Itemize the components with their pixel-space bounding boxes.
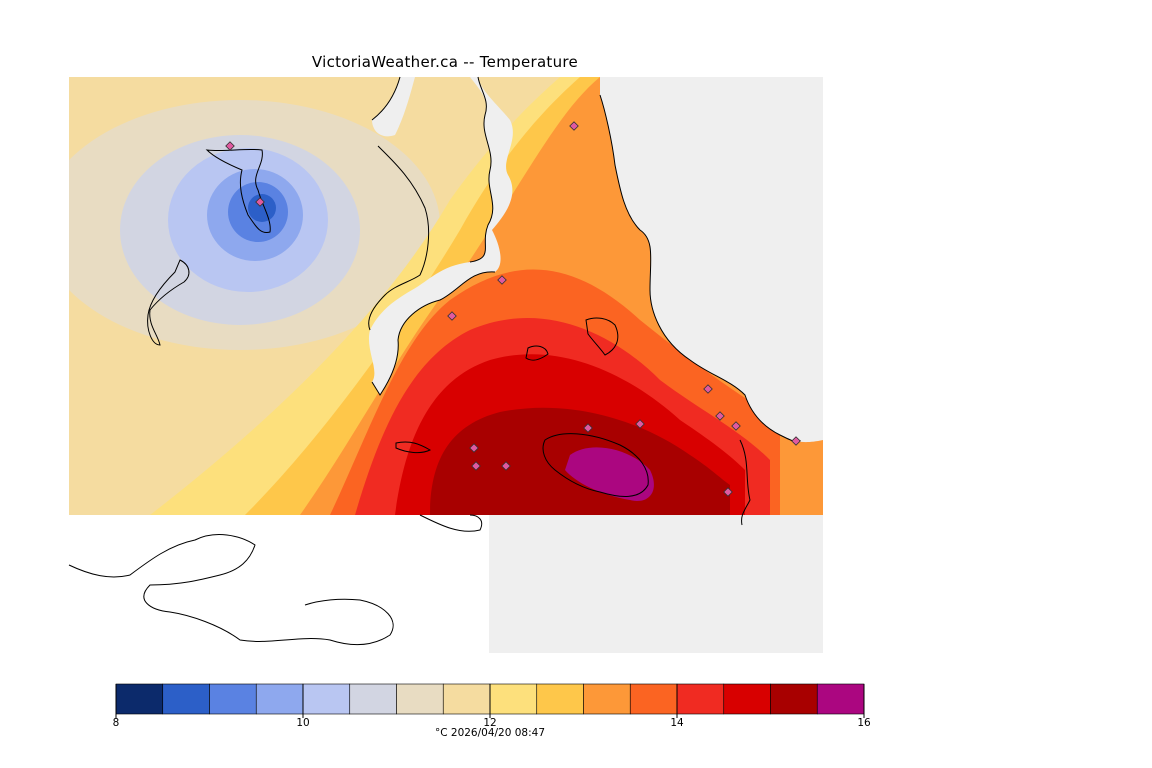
- legend-swatch-14: [770, 683, 818, 715]
- legend-swatch-10: [583, 683, 631, 715]
- legend-swatch-13: [723, 683, 771, 715]
- station-15-marker[interactable]: [501, 461, 511, 471]
- legend-swatch-5: [349, 683, 397, 715]
- east-coast-line-upper: [469, 76, 494, 263]
- no-data-area: [69, 515, 489, 653]
- legend-swatch-2: [209, 683, 257, 715]
- contour-15-5: [565, 447, 654, 501]
- station-6-marker[interactable]: [703, 384, 713, 394]
- station-13-marker[interactable]: [791, 436, 801, 446]
- legend-swatch-8: [489, 683, 538, 715]
- station-12-marker[interactable]: [471, 461, 481, 471]
- legend-swatch-12: [676, 683, 725, 715]
- map-title: VictoriaWeather.ca -- Temperature: [311, 53, 579, 71]
- station-3-marker[interactable]: [569, 121, 579, 131]
- legend-tick-label-0: 8: [113, 717, 120, 729]
- lake-2: [525, 345, 549, 361]
- station-14-marker[interactable]: [723, 487, 733, 497]
- legend-swatch-0: [115, 683, 164, 715]
- legend-swatch-15: [816, 683, 865, 715]
- legend-swatch-11: [629, 683, 678, 715]
- southeast-coast: [739, 439, 751, 526]
- lower-strait-coast: [419, 514, 483, 532]
- inlet-water: [368, 77, 513, 395]
- legend-swatch-1: [162, 683, 210, 715]
- eastern-water: [600, 77, 823, 443]
- harbour-coast: [542, 433, 649, 497]
- lake-1: [585, 317, 619, 356]
- lower-landmass-coast: [68, 534, 394, 645]
- east-coast-line-mid: [371, 271, 496, 396]
- station-2-marker[interactable]: [255, 197, 265, 207]
- station-11-marker[interactable]: [469, 443, 479, 453]
- legend-swatch-4: [302, 683, 351, 715]
- station-8-marker[interactable]: [731, 421, 741, 431]
- legend-swatch-7: [442, 683, 491, 715]
- coastlines: [68, 76, 801, 645]
- water-bodies: [368, 77, 823, 443]
- contour-8-5: [248, 194, 276, 222]
- north-water: [372, 77, 415, 137]
- legend-swatch-3: [255, 683, 304, 715]
- legend-swatch-6: [396, 683, 444, 715]
- station-7-marker[interactable]: [715, 411, 725, 421]
- legend-swatch-9: [536, 683, 584, 715]
- eastern-shoreline: [599, 94, 801, 443]
- legend-tick-label-2: 12: [483, 717, 496, 729]
- station-10-marker[interactable]: [583, 423, 593, 433]
- station-9-marker[interactable]: [635, 419, 645, 429]
- legend-caption: °C 2026/04/20 08:47: [434, 727, 546, 739]
- island-south: [147, 259, 190, 346]
- legend-tick-label-1: 10: [296, 717, 309, 729]
- legend-tick-label-4: 16: [857, 717, 871, 729]
- station-markers: [225, 121, 801, 497]
- island-north: [205, 148, 271, 234]
- station-4-marker[interactable]: [497, 275, 507, 285]
- west-coast-line: [368, 145, 430, 331]
- station-5-marker[interactable]: [447, 311, 457, 321]
- legend-tick-label-3: 14: [670, 717, 684, 729]
- station-1-marker[interactable]: [225, 141, 235, 151]
- lake-3: [395, 441, 432, 454]
